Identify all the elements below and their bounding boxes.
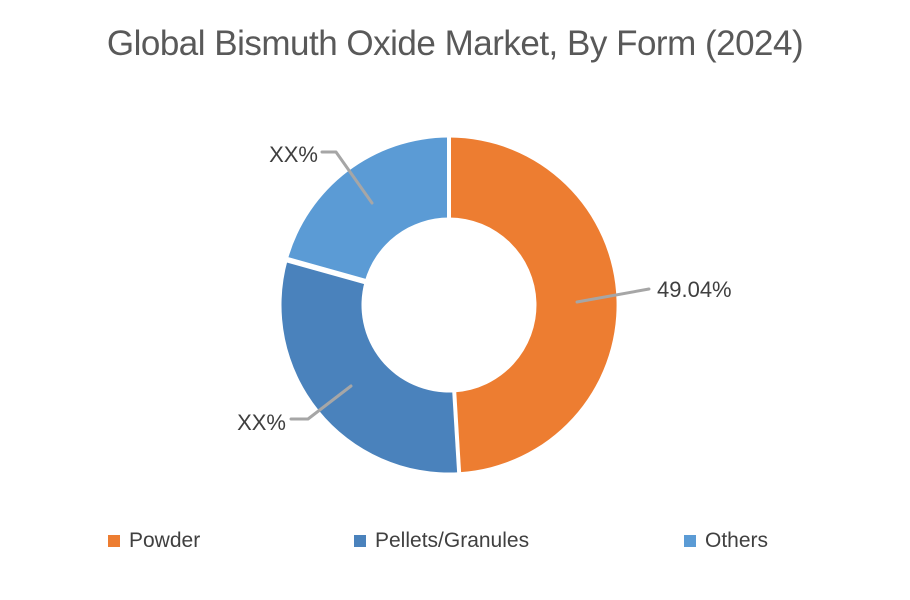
legend-swatch-powder — [108, 535, 120, 547]
legend-swatch-others — [684, 535, 696, 547]
pie-slice-powder — [449, 137, 617, 473]
legend-swatch-pellets-granules — [354, 535, 366, 547]
legend-item-pellets-granules: Pellets/Granules — [354, 529, 529, 553]
donut-slices — [281, 137, 617, 473]
legend-item-powder: Powder — [108, 529, 200, 553]
legend-label-pellets-granules: Pellets/Granules — [375, 529, 530, 552]
pie-slice-others — [287, 137, 449, 282]
slice-gaps — [284, 134, 462, 476]
legend-item-others: Others — [684, 529, 768, 553]
legend-label-others: Others — [705, 529, 769, 552]
leader-line-others — [320, 150, 374, 205]
slice-gap — [452, 388, 462, 476]
data-label-powder: 49.04% — [657, 277, 732, 302]
legend-label-powder: Powder — [129, 529, 201, 552]
pie-slice-pellets-granules — [281, 259, 460, 473]
leader-line-pellets — [289, 384, 353, 421]
slice-gap — [284, 256, 370, 286]
data-label-others: XX% — [269, 142, 318, 167]
chart-title: Global Bismuth Oxide Market, By Form (20… — [106, 24, 804, 63]
data-label-pellets: XX% — [237, 410, 286, 435]
leader-line-powder — [575, 287, 651, 304]
legend: Powder Pellets/Granules Others — [0, 529, 910, 555]
